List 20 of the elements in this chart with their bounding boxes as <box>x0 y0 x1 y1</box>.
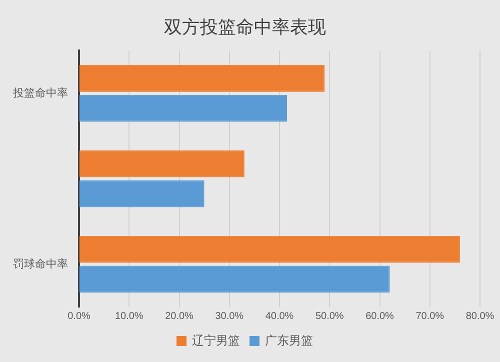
y-tick-label: 罚球命中率 <box>13 257 68 270</box>
y-tick-label: 投篮命中率 <box>12 86 68 100</box>
bar <box>80 64 325 92</box>
x-tick-label: 70.0% <box>416 310 444 322</box>
x-tick-label: 10.0% <box>114 310 144 322</box>
bar <box>80 266 390 293</box>
x-tick-label: 20.0% <box>165 310 194 322</box>
x-tick-label: 30.0% <box>215 310 244 322</box>
x-tick-label: 0.0% <box>68 310 91 322</box>
x-tick-label: 60.0% <box>366 310 394 322</box>
bar <box>80 236 460 263</box>
x-tick-label: 80.0% <box>466 310 494 322</box>
chart-title: 双方投篮命中率表现 <box>164 16 326 37</box>
x-tick-label: 50.0% <box>315 310 344 322</box>
bar <box>80 150 244 178</box>
bar <box>80 94 288 122</box>
legend-label: 辽宁男篮 <box>192 333 240 348</box>
x-tick-label: 40.0% <box>265 310 294 322</box>
bar <box>80 180 204 208</box>
legend-label: 广东男篮 <box>265 333 313 348</box>
